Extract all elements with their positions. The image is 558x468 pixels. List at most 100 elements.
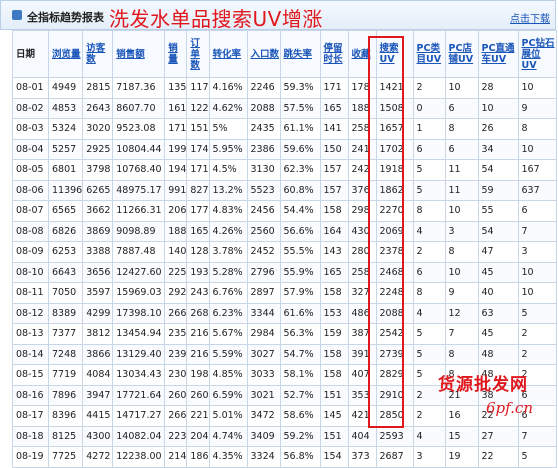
table-cell: 430 (347, 220, 377, 242)
table-row: 08-06 11396 6265 48975.17 991 827 13.2% 5523 60.… (12, 179, 557, 201)
column-header[interactable]: 浏览量 (47, 30, 84, 78)
table-cell: 10 (517, 138, 557, 160)
table-cell: 7377 (47, 323, 84, 345)
table-cell: 2593 (375, 425, 414, 447)
table-cell: 258 (347, 261, 377, 283)
table-cell: 2435 (246, 118, 281, 140)
table-cell: 15969.03 (112, 282, 166, 304)
table-cell: 235 (164, 323, 188, 345)
column-header[interactable]: PC直通车UV (477, 30, 519, 78)
table-cell: 2829 (375, 364, 414, 386)
table-cell: 11396 (47, 179, 84, 201)
table-cell: 225 (164, 261, 188, 283)
table-cell: 135 (164, 77, 188, 99)
table-cell: 26 (477, 118, 519, 140)
table-cell: 13034.43 (112, 364, 166, 386)
table-row: 08-10 6643 3656 12427.60 225 193 5.28% 2796 55.9… (12, 261, 557, 283)
table-cell: 8 (444, 241, 479, 263)
table-cell: 13.2% (208, 179, 248, 201)
column-header[interactable]: PC钻石展位UV (517, 30, 557, 78)
table-cell: 404 (347, 425, 377, 447)
table-cell: 158 (319, 343, 349, 365)
table-cell: 5 (412, 159, 446, 181)
table-cell: 21 (444, 384, 479, 406)
column-header[interactable]: 订单数 (186, 30, 210, 78)
table-cell: 8 (412, 200, 446, 222)
report-header: 全指标趋势报表 洗发水单品搜索UV增涨 点击下载 (0, 0, 556, 31)
table-cell: 54.7% (279, 343, 321, 365)
table-cell: 2468 (375, 261, 414, 283)
table-cell: 4 (412, 302, 446, 324)
table-cell: 1862 (375, 179, 414, 201)
column-header[interactable]: 转化率 (208, 30, 248, 78)
table-cell: 08-04 (12, 138, 49, 160)
column-header[interactable]: 入口数 (246, 30, 281, 78)
table-cell: 4853 (47, 97, 84, 119)
column-header[interactable]: 跳失率 (279, 30, 321, 78)
table-cell: 13129.40 (112, 343, 166, 365)
table-cell: 167 (517, 159, 557, 181)
column-header[interactable]: PC店铺UV (444, 30, 479, 78)
table-cell: 14717.27 (112, 405, 166, 427)
table-cell: 08-05 (12, 159, 49, 181)
table-cell: 10 (444, 200, 479, 222)
table-cell: 3662 (82, 200, 114, 222)
table-cell: 08-08 (12, 220, 49, 242)
column-header[interactable]: 访客数 (82, 30, 114, 78)
table-cell: 5 (517, 302, 557, 324)
table-cell: 3344 (246, 302, 281, 324)
column-header[interactable]: 搜索UV (375, 30, 414, 78)
table-cell: 2 (412, 405, 446, 427)
table-cell: 6 (412, 261, 446, 283)
report-icon (12, 10, 22, 20)
table-cell: 5.01% (208, 405, 248, 427)
table-cell: 59.3% (279, 77, 321, 99)
table-cell: 8125 (47, 425, 84, 447)
table-cell: 6253 (47, 241, 84, 263)
column-header[interactable]: 停留时长 (319, 30, 349, 78)
table-row: 08-16 7896 3947 17721.64 260 260 6.59% 3021 52.7… (12, 384, 557, 406)
table-row: 08-15 7719 4084 13034.43 230 198 4.85% 3033 58.1… (12, 364, 557, 386)
table-cell: 16 (444, 405, 479, 427)
table-cell: 2378 (375, 241, 414, 263)
table-cell: 58.6% (279, 405, 321, 427)
table-cell: 56.3% (279, 323, 321, 345)
table-cell: 55 (477, 200, 519, 222)
table-cell: 7725 (47, 446, 84, 468)
table-cell: 157 (319, 159, 349, 181)
table-cell: 10 (444, 261, 479, 283)
table-cell: 62.3% (279, 159, 321, 181)
table-cell: 08-06 (12, 179, 49, 201)
table-cell: 14082.04 (112, 425, 166, 447)
table-cell: 61.1% (279, 118, 321, 140)
table-cell: 165 (319, 261, 349, 283)
table-cell: 241 (347, 138, 377, 160)
table-cell: 08-17 (12, 405, 49, 427)
table-cell: 158 (319, 282, 349, 304)
table-cell: 7248 (47, 343, 84, 365)
column-header[interactable]: 收藏 (347, 30, 377, 78)
table-cell: 174 (186, 138, 210, 160)
column-header[interactable]: 销量 (164, 30, 188, 78)
table-cell: 387 (347, 323, 377, 345)
table-row: 08-19 7725 4272 12238.00 214 186 4.35% 3324 56.8… (12, 446, 557, 468)
table-row: 08-12 8389 4299 17398.10 266 268 6.23% 3344 61.6… (12, 302, 557, 324)
table-cell: 150 (319, 138, 349, 160)
table-cell: 6 (444, 97, 479, 119)
download-link[interactable]: 点击下载 (510, 14, 550, 25)
table-cell: 171 (186, 159, 210, 181)
column-header: 日期 (12, 30, 49, 78)
table-cell: 128 (186, 241, 210, 263)
table-cell: 0 (412, 97, 446, 119)
table-cell: 2246 (246, 77, 281, 99)
table-cell: 1702 (375, 138, 414, 160)
table-cell: 376 (347, 179, 377, 201)
table-cell: 5% (208, 118, 248, 140)
table-cell: 2984 (246, 323, 281, 345)
table-cell: 3388 (82, 241, 114, 263)
column-header[interactable]: PC类目UV (412, 30, 446, 78)
table-cell: 55.5% (279, 241, 321, 263)
column-header[interactable]: 销售额 (112, 30, 166, 78)
table-cell: 151 (319, 384, 349, 406)
table-cell: 204 (186, 425, 210, 447)
